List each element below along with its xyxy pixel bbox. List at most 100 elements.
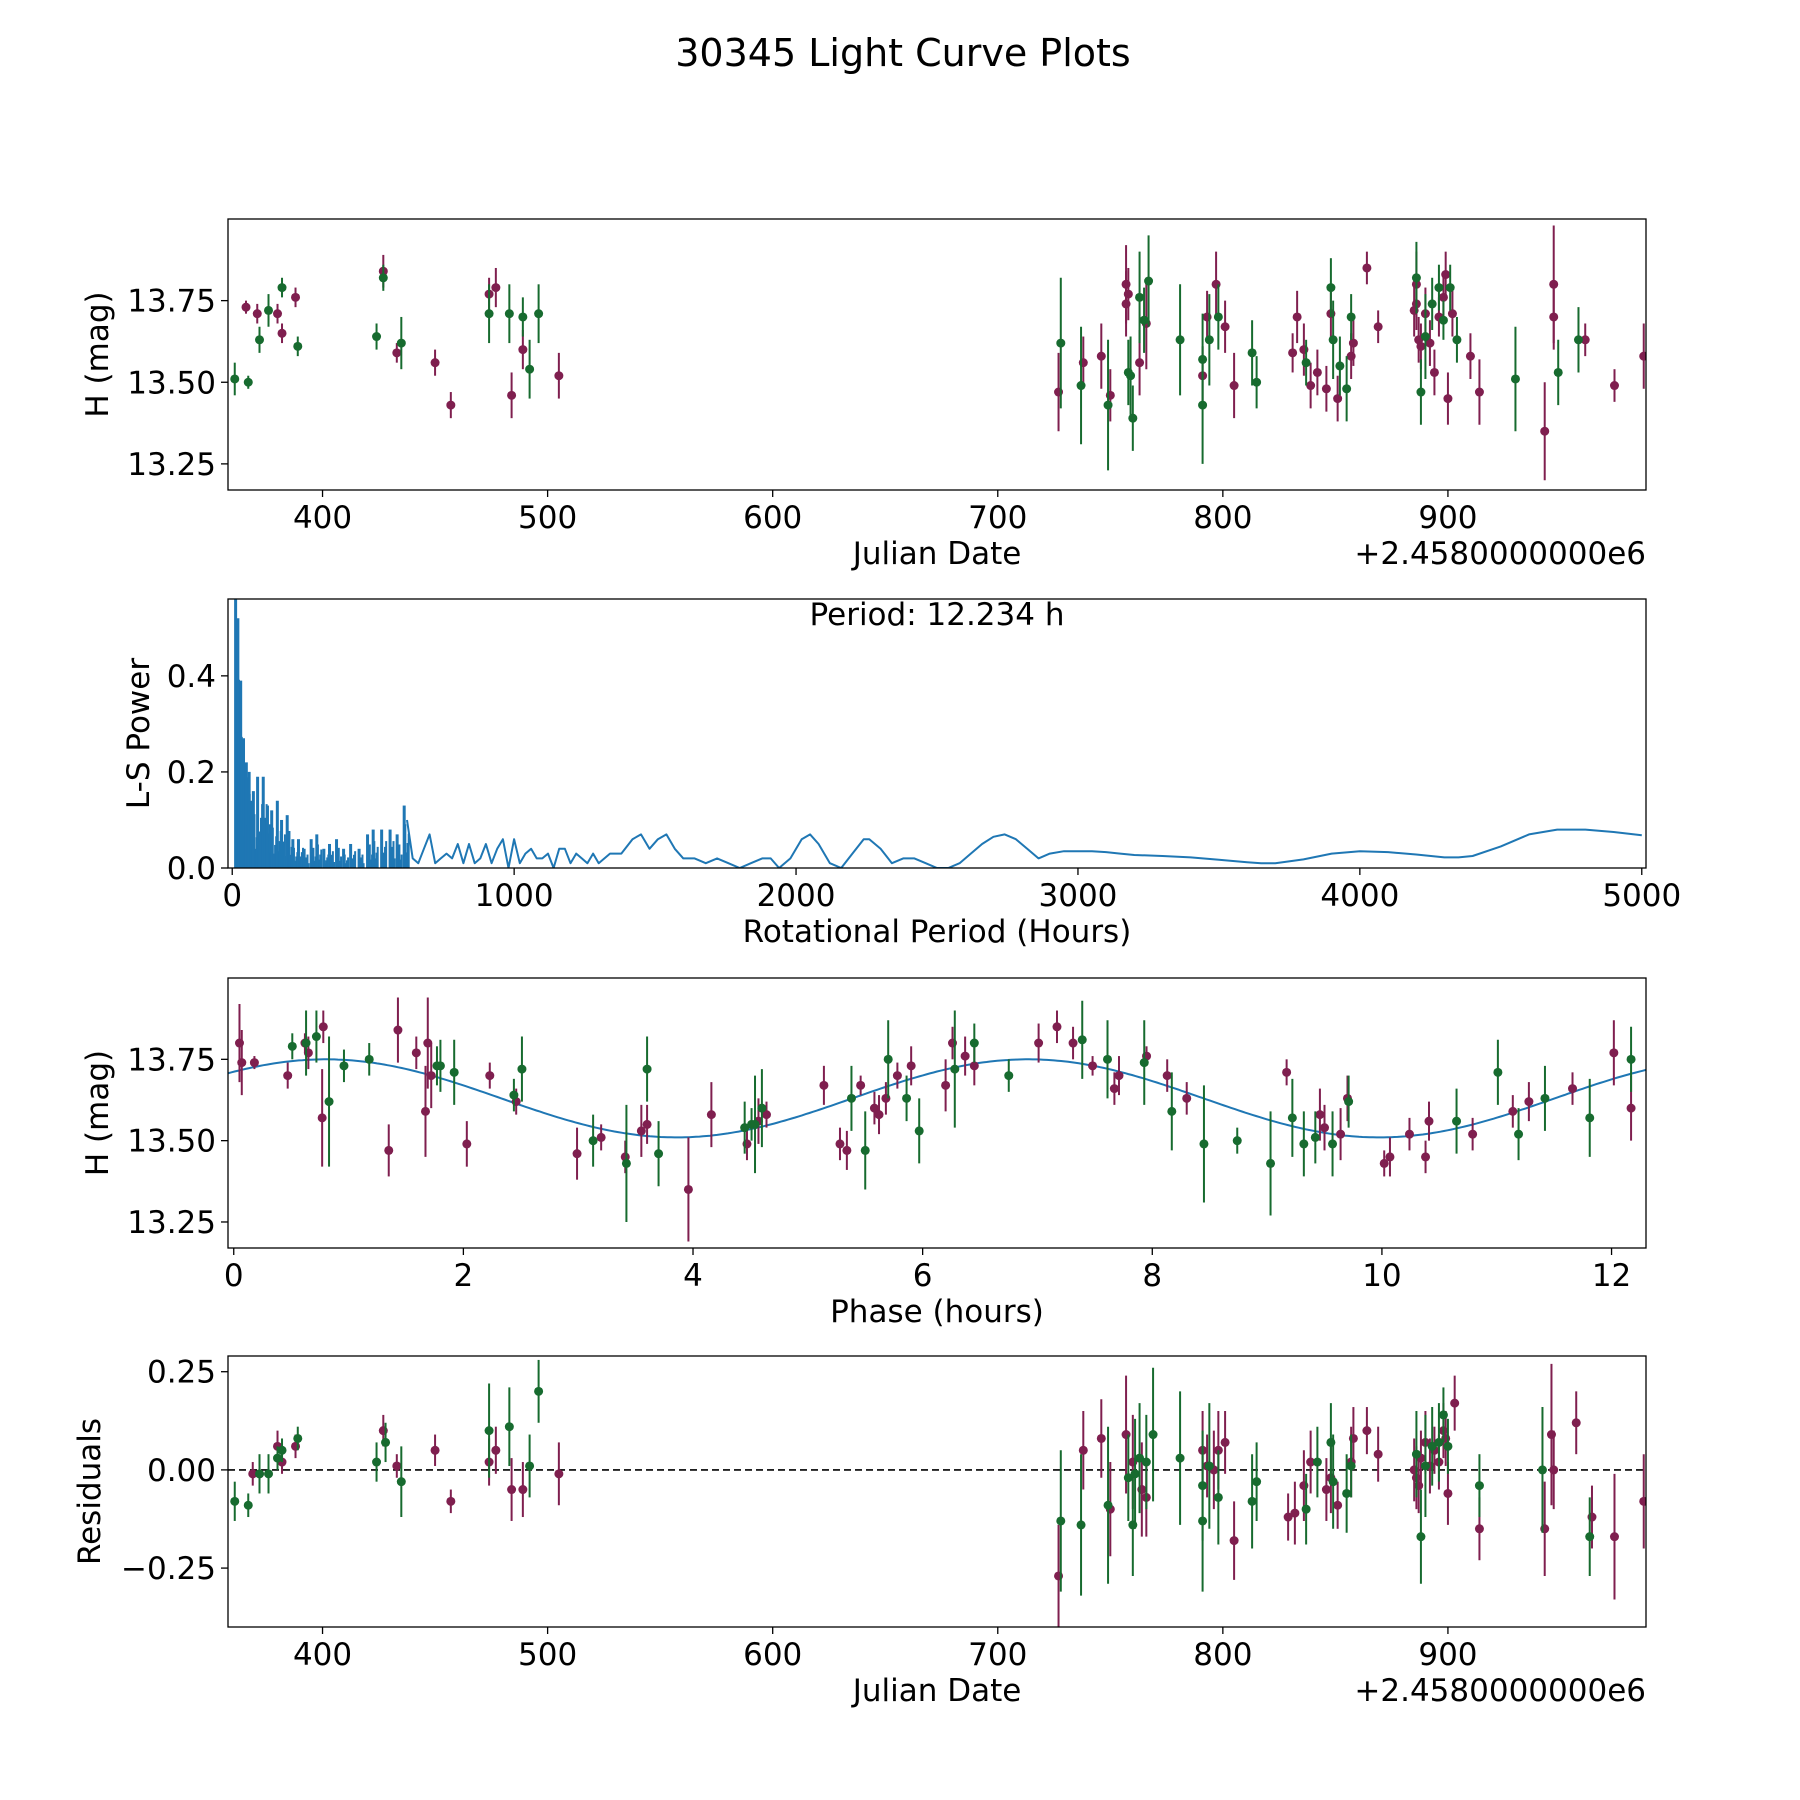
magenta-data-point [430, 358, 440, 368]
x-tick-label: 800 [1193, 500, 1252, 536]
x-tick-label: 1000 [475, 878, 554, 914]
green-data-point [1312, 1457, 1322, 1467]
green-data-point [1135, 292, 1145, 302]
magenta-data-point [423, 1038, 433, 1048]
green-data-point [1416, 1532, 1426, 1542]
magenta-data-point [1220, 1437, 1230, 1447]
magenta-data-point [572, 1149, 582, 1159]
magenta-data-point [1135, 358, 1145, 368]
magenta-data-point [1229, 1536, 1239, 1546]
green-data-point [1167, 1106, 1177, 1116]
phased-light-curve-panel: 0 2 4 6 8 10 12 13.25 13.50 13.75 Phase (hours) H (… [80, 977, 1647, 1330]
magenta-data-point [1312, 367, 1322, 377]
x-tick-label: 3000 [1039, 878, 1118, 914]
x-axis-offset-label: +2.4580000000e6 [1354, 1673, 1646, 1709]
magenta-data-point [1282, 1067, 1292, 1077]
magenta-data-point [1052, 1022, 1062, 1032]
magenta-data-point [1425, 338, 1435, 348]
figure-title: 30345 Light Curve Plots [675, 31, 1130, 75]
green-data-point [902, 1093, 912, 1103]
magenta-data-point [462, 1139, 472, 1149]
green-data-point [1123, 1473, 1133, 1483]
y-tick-label: 0.0 [167, 851, 216, 887]
green-data-point [846, 1093, 856, 1103]
phased-axes-frame [227, 977, 1647, 1249]
x-axis-offset-label: +2.4580000000e6 [1354, 536, 1646, 572]
magenta-data-point [1609, 1532, 1619, 1542]
magenta-data-point [1362, 263, 1372, 273]
green-data-point [1585, 1113, 1595, 1123]
magenta-data-point [1450, 1398, 1460, 1408]
green-data-point [1493, 1067, 1503, 1077]
magenta-data-point [1474, 1524, 1484, 1534]
green-data-point [1266, 1158, 1276, 1168]
green-data-point [1148, 1430, 1158, 1440]
x-tick-label: 700 [968, 1637, 1027, 1673]
magenta-data-point [1571, 1418, 1581, 1428]
green-data-point [255, 1469, 265, 1479]
magenta-data-point [1580, 335, 1590, 345]
magenta-data-point [1639, 351, 1646, 361]
y-axis-label: L-S Power [121, 658, 157, 809]
magenta-data-point [1549, 312, 1559, 322]
y-tick-label: 13.75 [127, 284, 216, 320]
magenta-data-point [273, 309, 283, 319]
green-data-point [1438, 1410, 1448, 1420]
green-data-point [518, 312, 528, 322]
magenta-data-point [1321, 1485, 1331, 1495]
green-data-point [1553, 367, 1563, 377]
green-data-point [230, 374, 240, 384]
green-data-point [1232, 1136, 1242, 1146]
magenta-data-point [960, 1051, 970, 1061]
magenta-data-point [1162, 1071, 1172, 1081]
green-data-point [1077, 1035, 1087, 1045]
x-tick-label: 0 [224, 1258, 244, 1294]
green-data-point [243, 1500, 253, 1510]
green-data-point [1056, 338, 1066, 348]
green-data-point [1510, 374, 1520, 384]
magenta-data-point [507, 1485, 517, 1495]
y-tick-label: 13.50 [127, 1124, 216, 1160]
magenta-data-point [485, 1071, 495, 1081]
magenta-data-point [518, 1485, 528, 1495]
x-tick-label: 600 [743, 1637, 802, 1673]
green-data-point [534, 309, 544, 319]
magenta-data-point [1373, 1449, 1383, 1459]
green-data-point [1004, 1071, 1014, 1081]
y-tick-label: 0.4 [167, 659, 216, 695]
green-data-point [378, 273, 388, 283]
green-data-point [396, 1477, 406, 1487]
y-tick-label: 13.50 [127, 365, 216, 401]
magenta-data-point [761, 1110, 771, 1120]
magenta-data-point [1468, 1129, 1478, 1139]
x-tick-label: 4 [683, 1258, 703, 1294]
green-data-point [1344, 1097, 1354, 1107]
magenta-data-point [1385, 1152, 1395, 1162]
magenta-data-point [491, 283, 501, 293]
magenta-data-point [1182, 1093, 1192, 1103]
periodogram-panel: 0 1000 2000 3000 4000 5000 0.0 0.2 0.4 Rotational… [121, 597, 1681, 950]
magenta-data-point [819, 1080, 829, 1090]
green-data-point [273, 1453, 283, 1463]
green-data-point [1252, 377, 1262, 387]
magenta-data-point [1088, 1061, 1098, 1071]
green-data-point [1213, 1492, 1223, 1502]
periodogram-plot-area [234, 599, 1642, 868]
x-tick-label: 4000 [1320, 878, 1399, 914]
green-data-point [1204, 1461, 1214, 1471]
green-data-point [883, 1054, 893, 1064]
period-annotation: Period: 12.234 h [810, 597, 1065, 633]
magenta-data-point [1524, 1097, 1534, 1107]
magenta-data-point [1283, 1512, 1293, 1522]
green-data-point [293, 341, 303, 351]
green-data-point [1585, 1532, 1595, 1542]
green-data-point [1213, 312, 1223, 322]
green-data-point [1452, 335, 1462, 345]
magenta-data-point [1540, 426, 1550, 436]
green-data-point [1443, 1441, 1453, 1451]
x-tick-label: 400 [293, 1637, 352, 1673]
green-data-point [1326, 283, 1336, 293]
magenta-data-point [1288, 348, 1298, 358]
green-data-point [1346, 1461, 1356, 1471]
green-data-point [1139, 315, 1149, 325]
